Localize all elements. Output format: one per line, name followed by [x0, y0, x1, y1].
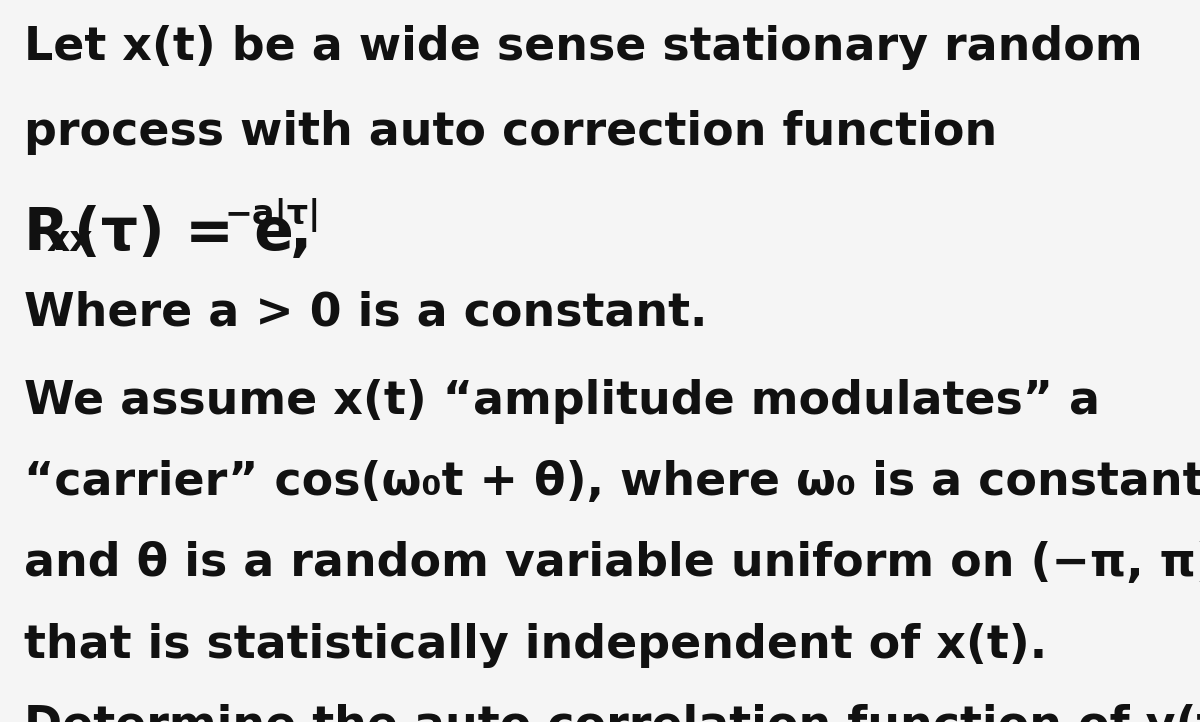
Text: We assume x(t) “amplitude modulates” a: We assume x(t) “amplitude modulates” a — [24, 378, 1099, 424]
Text: that is statistically independent of x(t).: that is statistically independent of x(t… — [24, 623, 1046, 668]
Text: −a|τ|: −a|τ| — [224, 198, 322, 232]
Text: and θ is a random variable uniform on (−π, π): and θ is a random variable uniform on (−… — [24, 542, 1200, 586]
Text: Let x(t) be a wide sense stationary random: Let x(t) be a wide sense stationary rand… — [24, 25, 1142, 70]
Text: ,: , — [289, 205, 312, 262]
Text: “carrier” cos(ω₀t + θ), where ω₀ is a constant: “carrier” cos(ω₀t + θ), where ω₀ is a co… — [24, 460, 1200, 505]
Text: Where a > 0 is a constant.: Where a > 0 is a constant. — [24, 290, 707, 335]
Text: xx: xx — [47, 224, 92, 258]
Text: process with auto correction function: process with auto correction function — [24, 110, 997, 155]
Text: (τ) = e: (τ) = e — [74, 205, 294, 262]
Text: Determine the auto correlation function of y(t).: Determine the auto correlation function … — [24, 704, 1200, 722]
Text: R: R — [24, 205, 68, 262]
